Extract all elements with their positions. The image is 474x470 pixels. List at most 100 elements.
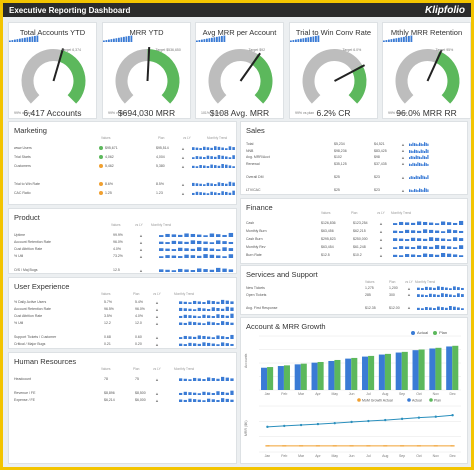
- line-point[interactable]: [283, 424, 286, 428]
- spark-bar: [453, 247, 458, 249]
- gauge-card-2[interactable]: Avg MRR per Account Target $92 $108 Avg. M…: [195, 22, 284, 119]
- bar-actual[interactable]: [345, 358, 352, 390]
- spark-bar: [197, 234, 202, 237]
- gauge-card-1[interactable]: MRR YTD Target $536,650 $694,030 MRR 99% vs…: [102, 22, 191, 119]
- bar-actual[interactable]: [412, 350, 419, 390]
- line-point-plan[interactable]: [299, 445, 304, 447]
- line-point[interactable]: [333, 421, 336, 425]
- spark-bar: [211, 378, 215, 381]
- spark-bar: [221, 147, 224, 150]
- line-point-plan[interactable]: [383, 445, 388, 447]
- line-point[interactable]: [299, 423, 303, 427]
- line-point-plan[interactable]: [315, 445, 320, 447]
- spark-bar: [422, 144, 424, 146]
- spark-bar: [228, 248, 234, 251]
- gauge-card-3[interactable]: Trial to Win Conv Rate Target 6.0% 6.2% CR…: [289, 22, 378, 119]
- spark-bar: [453, 237, 458, 241]
- gauge-card-0[interactable]: Total Accounts YTD Target 6,374 6,417 Acco…: [8, 22, 97, 119]
- line-point[interactable]: [367, 419, 370, 423]
- dashboard-title: Executive Reporting Dashboard: [9, 5, 131, 15]
- line-point-plan[interactable]: [282, 445, 287, 447]
- spark-bar: [108, 39, 110, 42]
- spark-bar: [165, 269, 170, 272]
- product-panel[interactable]: Product Values vs LY Monthly Trend Uptime 99.…: [8, 208, 237, 274]
- bar-actual[interactable]: [446, 346, 453, 390]
- trend-arrow-icon: ▲: [379, 228, 383, 234]
- spark-bar: [419, 176, 421, 179]
- line-point[interactable]: [384, 418, 387, 422]
- bar-actual[interactable]: [429, 348, 436, 390]
- line-point[interactable]: [350, 420, 353, 424]
- column-header: Values: [101, 292, 111, 296]
- line-point-plan[interactable]: [332, 445, 337, 447]
- line-point[interactable]: [316, 422, 320, 426]
- bar-plan[interactable]: [435, 347, 442, 390]
- bar-plan[interactable]: [384, 353, 391, 390]
- row-plan: $83,425: [374, 148, 387, 153]
- spark-bar: [203, 241, 208, 244]
- bar-actual[interactable]: [261, 367, 268, 390]
- spark-bar: [429, 229, 434, 233]
- line-point-plan[interactable]: [265, 445, 270, 447]
- row-label: O/S / Maj Bugs: [14, 268, 38, 272]
- gauge-card-4[interactable]: Mthly MRR Retention Target 95% 96.0% MRR R…: [382, 22, 471, 119]
- legend-marker: [357, 398, 361, 402]
- ux-panel[interactable]: User Experience Values Plan vs LY Monthly Tr…: [8, 277, 237, 349]
- gauge-title: Mthly MRR Retention: [390, 28, 463, 37]
- bar-plan[interactable]: [368, 355, 375, 390]
- line-point-plan[interactable]: [400, 445, 405, 447]
- services-panel[interactable]: Services and Support Values Plan vs LY Month…: [240, 265, 468, 315]
- bar-plan[interactable]: [267, 367, 274, 390]
- row-value: 78: [104, 377, 108, 381]
- line-point[interactable]: [434, 415, 437, 418]
- bar-actual[interactable]: [328, 360, 335, 390]
- hr-panel[interactable]: Human Resources Values Plan vs LY Monthly Tr…: [8, 352, 237, 464]
- line-point[interactable]: [451, 414, 454, 417]
- line-point-plan[interactable]: [349, 445, 354, 447]
- finance-panel[interactable]: Finance Values Plan vs LY Monthly Trend Cash $…: [240, 198, 468, 264]
- row-value: 0.21: [104, 342, 111, 346]
- gauge-sparkline: [9, 35, 39, 42]
- line-point-plan[interactable]: [366, 445, 371, 447]
- gauge-needle: [239, 52, 261, 82]
- marketing-title: Marketing: [14, 126, 47, 135]
- bar-plan[interactable]: [317, 361, 324, 390]
- bar-actual[interactable]: [311, 362, 318, 390]
- bar-plan[interactable]: [401, 351, 408, 390]
- spark-bar: [429, 287, 432, 290]
- sales-title: Sales: [246, 126, 265, 135]
- bar-actual[interactable]: [277, 366, 284, 390]
- column-header: Plan: [133, 367, 140, 371]
- spark-bar: [105, 40, 108, 42]
- bar-actual[interactable]: [362, 356, 369, 390]
- bar-plan[interactable]: [334, 359, 341, 390]
- spark-bar: [120, 37, 123, 42]
- line-point[interactable]: [400, 417, 404, 421]
- bar-plan[interactable]: [283, 365, 290, 390]
- bar-plan[interactable]: [351, 357, 358, 390]
- line-actual[interactable]: [267, 414, 453, 428]
- sales-panel[interactable]: Sales Total $5,234 $4,521 ▲ NNB $98,236 $83,425…: [240, 121, 468, 195]
- spark-bar: [179, 399, 183, 402]
- bar-actual[interactable]: [395, 352, 402, 390]
- bar-plan[interactable]: [418, 349, 425, 391]
- spark-bar: [188, 379, 192, 381]
- marketing-panel[interactable]: Marketing Values Plan vs LY Monthly Trend www…: [8, 121, 237, 205]
- line-point[interactable]: [266, 425, 269, 429]
- bar-actual[interactable]: [294, 364, 301, 390]
- x-tick-label: Jan: [265, 392, 271, 396]
- spark-bar: [203, 235, 208, 237]
- trend-arrow-icon: ▲: [181, 154, 185, 160]
- spark-bar: [417, 255, 422, 257]
- bar-plan[interactable]: [452, 345, 459, 390]
- bar-plan[interactable]: [300, 363, 307, 390]
- line-point-plan[interactable]: [433, 445, 438, 447]
- line-point-plan[interactable]: [416, 445, 421, 447]
- spark-bar: [159, 241, 164, 244]
- brand-logo[interactable]: Klipfolio: [425, 4, 465, 16]
- spark-bar: [214, 192, 217, 195]
- line-point-plan[interactable]: [450, 445, 455, 447]
- row-label: Avg. First Response: [246, 305, 278, 310]
- bar-actual[interactable]: [378, 354, 385, 390]
- line-point[interactable]: [417, 416, 421, 419]
